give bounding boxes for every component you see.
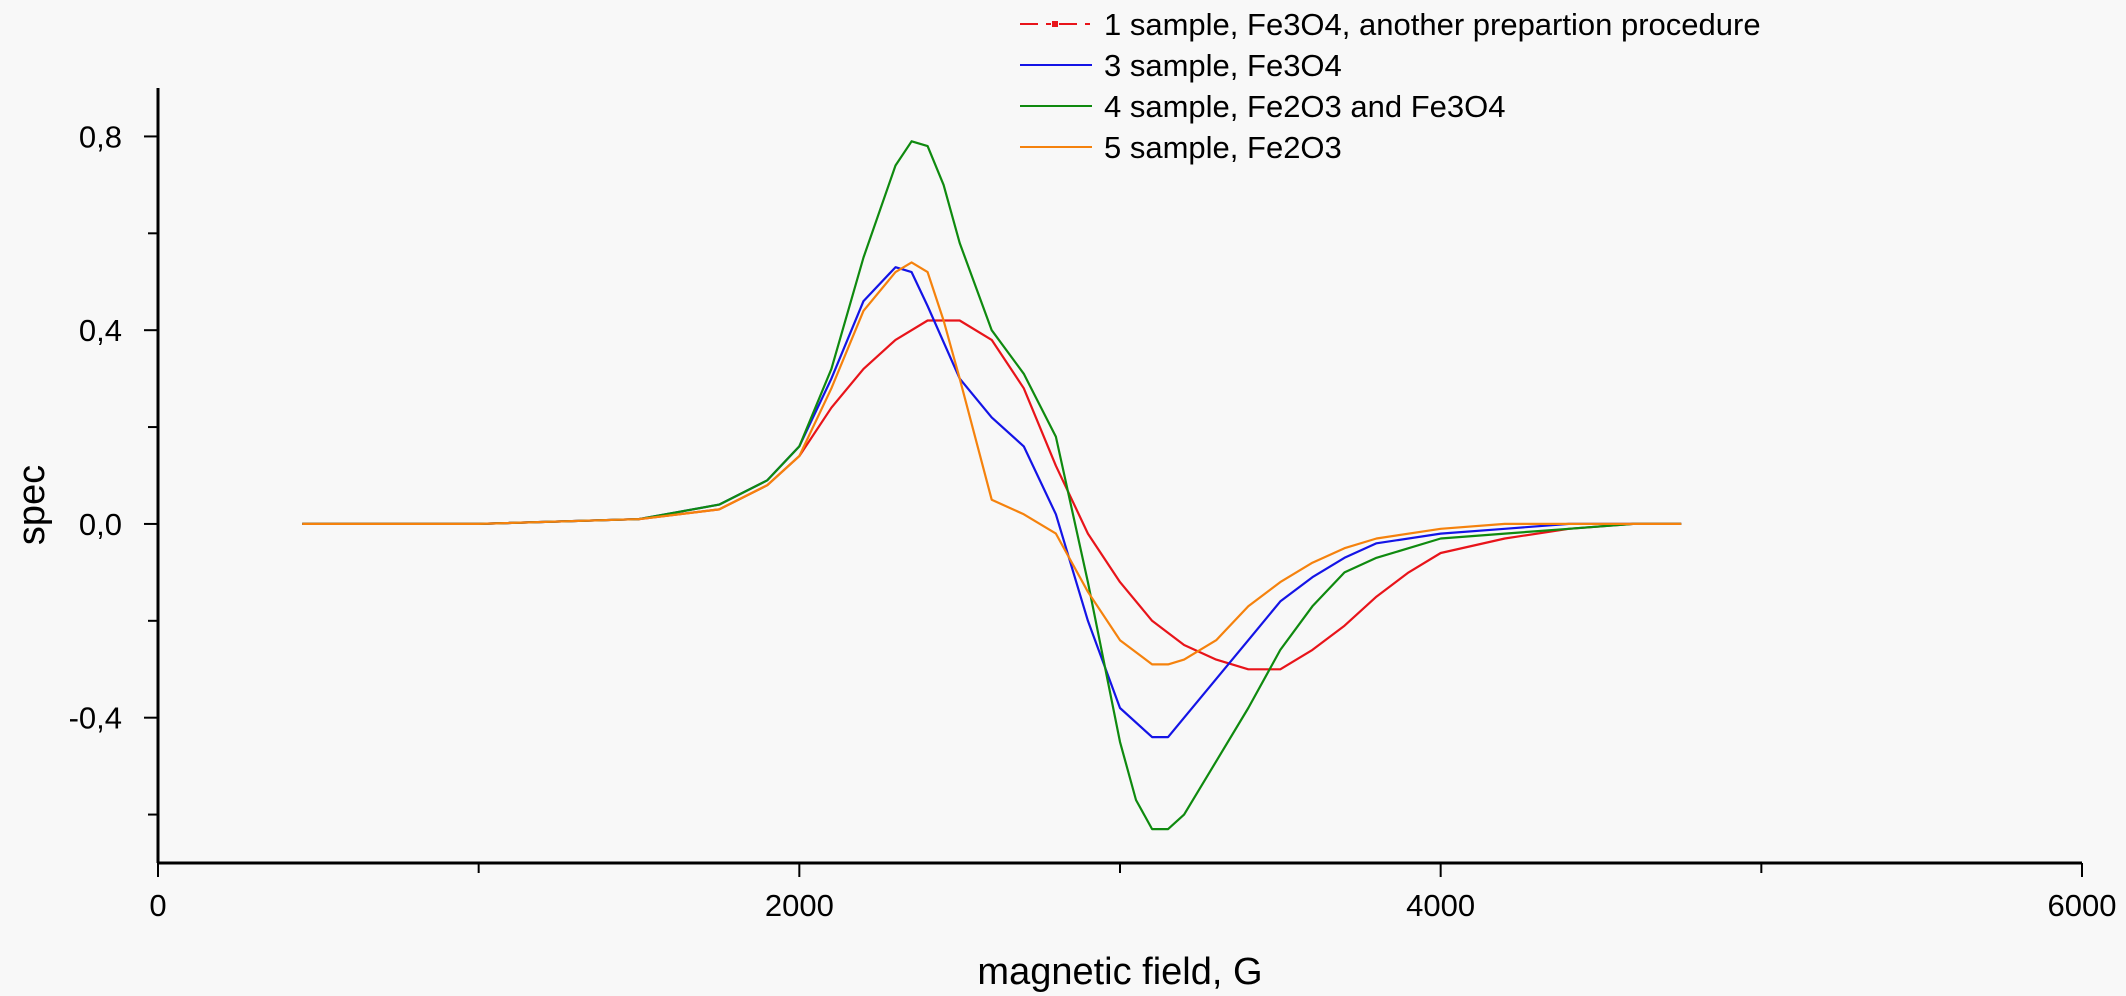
y-axis-title: spec	[11, 465, 53, 545]
axes: 0 2000 4000 6000 -0,4 0,0 0,4 0,8	[69, 88, 2117, 923]
y-tick-label: -0,4	[69, 701, 122, 736]
x-tick-label: 6000	[2048, 888, 2117, 923]
y-tick-label: 0,0	[79, 507, 122, 542]
series-line-1	[302, 319, 1682, 671]
legend-label: 4 sample, Fe2O3 and Fe3O4	[1104, 89, 1506, 124]
y-tick-label: 0,4	[79, 313, 122, 348]
series-line-2	[302, 266, 1682, 739]
legend-label: 1 sample, Fe3O4, another prepartion proc…	[1104, 7, 1761, 42]
series-line-3	[302, 140, 1682, 831]
y-tick-label: 0,8	[79, 119, 122, 154]
x-tick-label: 2000	[765, 888, 834, 923]
series-line-4	[302, 261, 1682, 666]
legend: 1 sample, Fe3O4, another prepartion proc…	[1020, 7, 1761, 165]
legend-marker	[1052, 21, 1058, 27]
x-tick-label: 4000	[1406, 888, 1475, 923]
series-layer	[302, 140, 1682, 831]
x-tick-label: 0	[149, 888, 166, 923]
x-axis-title: magnetic field, G	[977, 951, 1262, 993]
legend-label: 5 sample, Fe2O3	[1104, 130, 1342, 165]
legend-label: 3 sample, Fe3O4	[1104, 48, 1342, 83]
